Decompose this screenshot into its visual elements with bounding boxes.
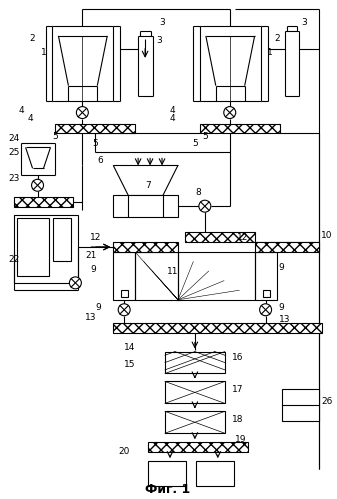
Bar	[113, 323, 323, 333]
Circle shape	[259, 304, 272, 316]
Text: 8: 8	[195, 188, 201, 197]
Bar	[165, 411, 225, 433]
Text: 2: 2	[30, 34, 35, 43]
Text: 25: 25	[9, 148, 20, 157]
Circle shape	[118, 304, 130, 316]
Text: 21: 21	[85, 251, 96, 260]
Circle shape	[69, 277, 81, 289]
Text: 5: 5	[92, 139, 98, 148]
Bar	[113, 252, 135, 300]
Text: 20: 20	[119, 447, 130, 456]
Bar	[200, 124, 279, 133]
Text: Фиг. 1: Фиг. 1	[145, 483, 191, 496]
Text: 4: 4	[28, 114, 33, 123]
Text: 26: 26	[321, 397, 333, 406]
Text: 13: 13	[85, 313, 96, 322]
Text: 3: 3	[302, 18, 307, 27]
Text: 7: 7	[145, 181, 151, 190]
Circle shape	[76, 107, 88, 119]
Bar	[196, 461, 234, 486]
Bar	[281, 389, 319, 421]
Bar	[148, 461, 186, 486]
Bar	[255, 242, 319, 252]
Bar	[165, 381, 225, 403]
Bar	[148, 442, 248, 452]
Bar	[113, 242, 178, 252]
Bar	[263, 290, 270, 297]
Text: 1: 1	[41, 48, 47, 57]
Text: 4: 4	[170, 106, 176, 115]
Text: 9: 9	[91, 265, 96, 274]
Text: 5: 5	[202, 132, 208, 141]
Text: 3: 3	[159, 18, 165, 27]
Text: 16: 16	[232, 353, 243, 362]
Bar	[185, 232, 255, 242]
Text: 12: 12	[90, 233, 101, 242]
Bar	[165, 352, 225, 373]
Text: 12: 12	[237, 233, 248, 242]
Text: 13: 13	[279, 315, 290, 324]
Bar	[13, 197, 73, 207]
Text: 10: 10	[321, 231, 333, 240]
Bar	[17, 218, 50, 276]
Text: 23: 23	[9, 174, 20, 183]
Text: 17: 17	[232, 385, 243, 394]
Bar	[13, 215, 79, 283]
Text: 24: 24	[9, 134, 20, 143]
Circle shape	[224, 107, 236, 119]
Text: 6: 6	[97, 156, 103, 165]
Text: 22: 22	[9, 255, 20, 264]
Text: 3: 3	[156, 36, 162, 45]
Text: 9: 9	[279, 303, 284, 312]
Text: 1: 1	[267, 48, 272, 57]
Text: 9: 9	[95, 303, 101, 312]
Text: 2: 2	[275, 34, 280, 43]
Text: 9: 9	[279, 263, 284, 272]
Text: 19: 19	[235, 435, 246, 444]
Bar	[113, 195, 178, 217]
Text: 18: 18	[232, 415, 243, 424]
Text: 11: 11	[167, 267, 179, 276]
Bar	[56, 124, 135, 133]
Text: 4: 4	[169, 114, 175, 123]
Bar	[54, 218, 71, 261]
Bar	[255, 252, 277, 300]
Text: 5: 5	[192, 139, 198, 148]
Text: 15: 15	[124, 360, 135, 369]
Circle shape	[199, 200, 211, 212]
Text: 4: 4	[19, 106, 24, 115]
Bar	[121, 290, 128, 297]
Circle shape	[32, 179, 43, 191]
Text: 14: 14	[124, 343, 135, 352]
Text: 5: 5	[53, 132, 58, 141]
